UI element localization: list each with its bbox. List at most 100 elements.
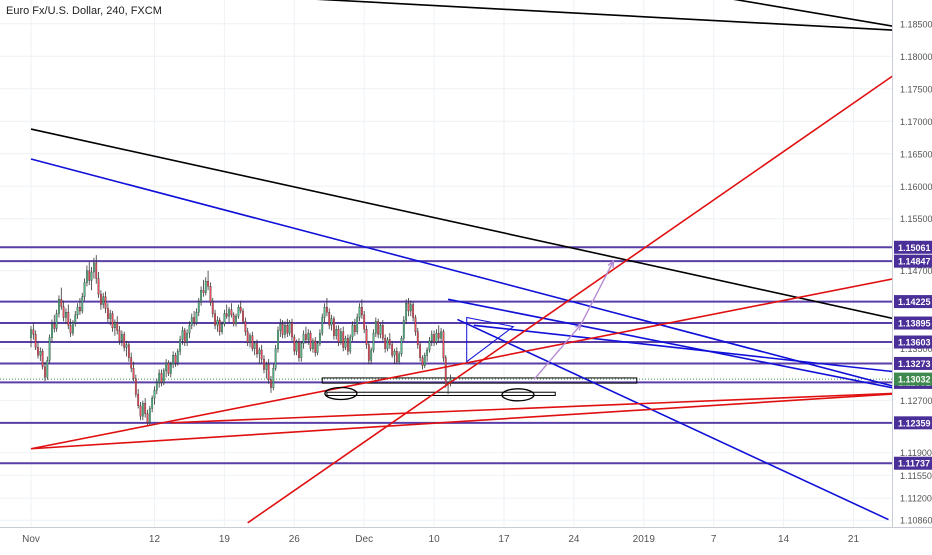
candle-body [125, 344, 128, 348]
candle-body [118, 330, 121, 342]
candle-body [281, 323, 284, 335]
price-level-label-bg [894, 240, 932, 254]
candle-body [30, 329, 32, 338]
candle-body [44, 366, 46, 378]
y-tick-label: 1.13500 [900, 344, 932, 354]
candle-body [253, 343, 256, 349]
y-tick-label: 1.17000 [900, 117, 932, 127]
price-level-label: 1.15061 [898, 243, 931, 253]
candle-body [51, 323, 53, 338]
candle-body [416, 331, 419, 345]
candle-body [267, 364, 270, 381]
candle-body [235, 316, 237, 325]
y-tick-label: 1.11900 [900, 448, 932, 458]
candle-body [46, 360, 49, 378]
x-tick-label: 7 [711, 534, 717, 545]
candle-body [100, 293, 102, 305]
candle-body [106, 308, 109, 319]
price-level-label-bg [894, 254, 932, 268]
candle-body [65, 312, 67, 318]
candle-body [102, 296, 105, 305]
candle-body [428, 340, 431, 351]
candle-body [123, 334, 126, 348]
candle-body [76, 306, 79, 316]
x-tick-label: 10 [429, 534, 441, 545]
candle-body [379, 325, 382, 335]
y-tick-label: 1.11200 [900, 494, 932, 504]
candle-body [167, 362, 170, 374]
price-level-label-bg [894, 456, 932, 470]
candle-body [372, 332, 375, 351]
candle-body [388, 339, 391, 345]
candle-body [242, 310, 244, 322]
candle-body [165, 362, 168, 371]
candle-body [55, 313, 58, 329]
candle-body [162, 370, 165, 383]
trend-line-blue [473, 324, 892, 373]
price-level-label: 1.14847 [898, 257, 931, 267]
current-price-label: 1.13032 [898, 375, 931, 385]
y-tick-label: 1.12700 [900, 396, 932, 406]
candle-body [83, 282, 86, 297]
price-level-label-bg [894, 356, 932, 370]
y-tick-label: 1.14700 [900, 266, 932, 276]
candle-body [81, 296, 84, 312]
candle-body [316, 343, 319, 353]
candle-body [193, 317, 196, 323]
x-tick-label: 2019 [633, 534, 656, 545]
candle-body [179, 339, 182, 352]
candle-body [79, 306, 81, 312]
candle-body [384, 338, 387, 349]
price-level-label-bg [894, 295, 932, 309]
candle-body [284, 325, 286, 335]
candle-body [209, 286, 212, 303]
candle-body [393, 351, 396, 356]
candle-body [144, 403, 147, 414]
candle-body [188, 325, 191, 334]
candle-body [197, 301, 200, 313]
price-level-labels: 1.15061 1.14847 1.14225 1.13895 1.13603 1.132… [894, 240, 932, 470]
candle-body [37, 347, 39, 356]
candle-body [53, 323, 56, 329]
candle-body [433, 334, 435, 343]
current-price-label-bg [894, 372, 932, 386]
candle-body [291, 322, 293, 338]
candle-body [302, 334, 305, 344]
candle-body [356, 317, 359, 332]
y-tick-label: 1.17500 [900, 84, 932, 94]
candle-body [367, 344, 370, 361]
candle-body [288, 322, 291, 334]
candle-body [279, 323, 282, 331]
projection-arrowhead [607, 259, 615, 269]
plot-group [0, 0, 892, 524]
candle-body [109, 313, 112, 319]
candle-body [95, 262, 98, 279]
candle-body [127, 344, 130, 358]
ellipse-annotation [501, 388, 535, 402]
candle-body [228, 309, 230, 317]
candle-body [237, 306, 240, 317]
candle-body [69, 325, 72, 334]
x-tick-label: 14 [778, 534, 790, 545]
candle-body [426, 349, 429, 356]
candle-body [223, 313, 226, 325]
candle-body [221, 323, 223, 332]
candle-body [272, 368, 275, 388]
candle-body [153, 390, 156, 399]
candle-body [363, 314, 366, 330]
y-tick-label: 1.18500 [900, 19, 932, 29]
price-level-label: 1.14225 [898, 297, 931, 307]
trend-line-red [170, 392, 892, 424]
ellipse-annotation [324, 386, 358, 401]
price-level-label: 1.11737 [898, 459, 930, 469]
candle-body [444, 357, 447, 384]
candle-body [160, 373, 163, 383]
candle-body [270, 379, 272, 388]
candle-body [409, 304, 412, 312]
candle-body [86, 270, 88, 283]
projection-midarrow [575, 323, 582, 331]
y-tick-label: 1.15500 [900, 214, 932, 224]
candle-body [32, 329, 35, 335]
candle-body [256, 343, 258, 355]
